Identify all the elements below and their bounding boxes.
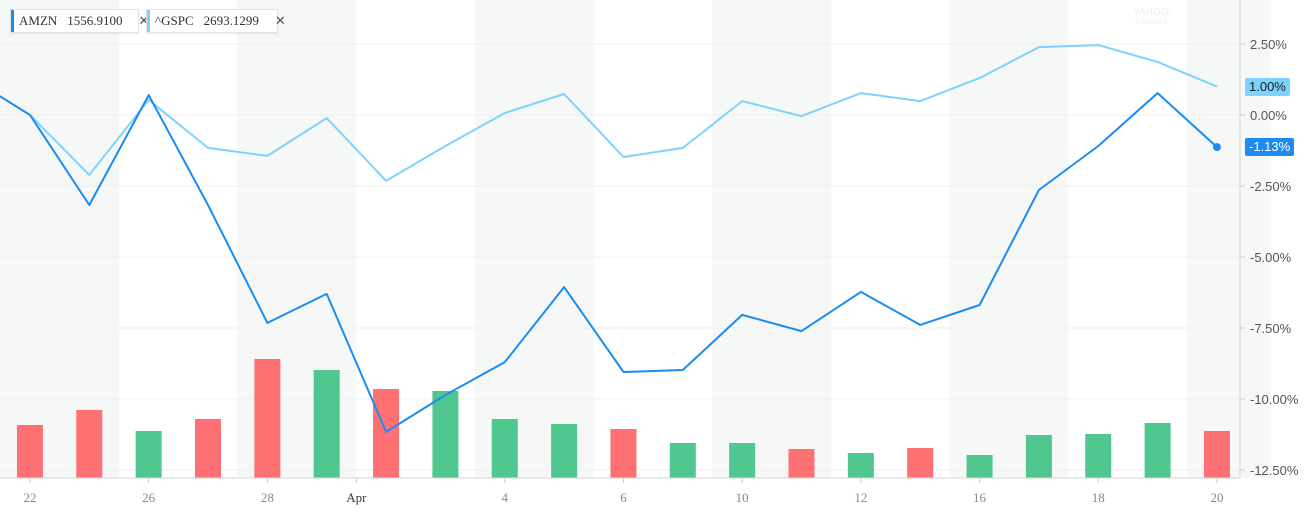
legend-value: 2693.1299	[203, 13, 259, 28]
volume-bar	[610, 429, 637, 478]
week-band	[475, 0, 594, 478]
legend-value: 1556.9100	[67, 13, 123, 28]
x-tick-label: 20	[1210, 490, 1223, 505]
legend-item-gspc[interactable]: ^GSPC 2693.1299 ✕	[146, 9, 286, 33]
week-band	[712, 0, 832, 478]
week-band	[0, 0, 119, 478]
x-tick-label: 28	[261, 490, 274, 505]
legend-ticker: ^GSPC	[155, 13, 194, 28]
amzn-line	[0, 92, 1218, 433]
gspc-last-value-tag: 1.00%	[1245, 78, 1290, 96]
volume-bar	[1025, 435, 1052, 478]
y-tick-label: -12.50%	[1250, 463, 1299, 478]
legend-item-amzn[interactable]: AMZN 1556.9100 ✕	[10, 9, 149, 33]
volume-bar	[669, 443, 696, 478]
volume-bar	[195, 419, 221, 478]
y-tick-label: -2.50%	[1250, 179, 1292, 194]
volume-bar	[254, 359, 281, 478]
legend-ticker: AMZN	[19, 13, 58, 28]
volume-bar	[729, 443, 756, 478]
yahoo-finance-watermark: YAHOO! FINANCE	[1133, 8, 1171, 28]
y-tick-label: -7.50%	[1250, 321, 1292, 336]
y-tick-label: 2.50%	[1250, 37, 1287, 52]
volume-bar	[491, 419, 518, 478]
x-tick-label: 6	[620, 490, 627, 505]
volume-bar	[16, 425, 43, 478]
close-icon[interactable]: ✕	[274, 13, 286, 29]
y-tick-label: 0.00%	[1250, 108, 1287, 123]
volume-bar	[1203, 431, 1230, 478]
volume-bar	[1144, 423, 1171, 478]
gspc-line	[29, 44, 1218, 182]
x-tick-label: 26	[142, 490, 156, 505]
volume-bar	[847, 453, 874, 478]
series-color-marker	[11, 10, 14, 32]
watermark-line2: FINANCE	[1135, 20, 1169, 26]
volume-bar	[1085, 434, 1112, 478]
close-icon[interactable]: ✕	[138, 13, 150, 29]
amzn-last-value-tag: -1.13%	[1245, 138, 1295, 156]
x-tick-label: 18	[1092, 490, 1105, 505]
volume-bar	[788, 449, 815, 478]
volume-bar	[76, 410, 103, 478]
series-color-marker	[147, 10, 150, 32]
x-tick-label: Apr	[346, 490, 367, 505]
x-tick-label: 22	[23, 490, 36, 505]
volume-bar	[551, 424, 578, 478]
x-tick-label: 10	[736, 490, 749, 505]
y-tick-label: -10.00%	[1250, 392, 1299, 407]
volume-bar	[313, 370, 340, 478]
volume-bar	[373, 389, 400, 478]
data-point	[1212, 143, 1221, 152]
volume-bar	[907, 448, 934, 478]
volume-bar	[135, 431, 162, 478]
watermark-line1: YAHOO!	[1133, 7, 1172, 18]
x-tick-label: 12	[854, 490, 867, 505]
y-tick-label: -5.00%	[1250, 250, 1292, 265]
volume-bar	[432, 391, 459, 478]
x-tick-label: 4	[502, 490, 509, 505]
week-band	[949, 0, 1069, 478]
x-tick-label: 16	[973, 490, 987, 505]
volume-bar	[966, 455, 993, 478]
